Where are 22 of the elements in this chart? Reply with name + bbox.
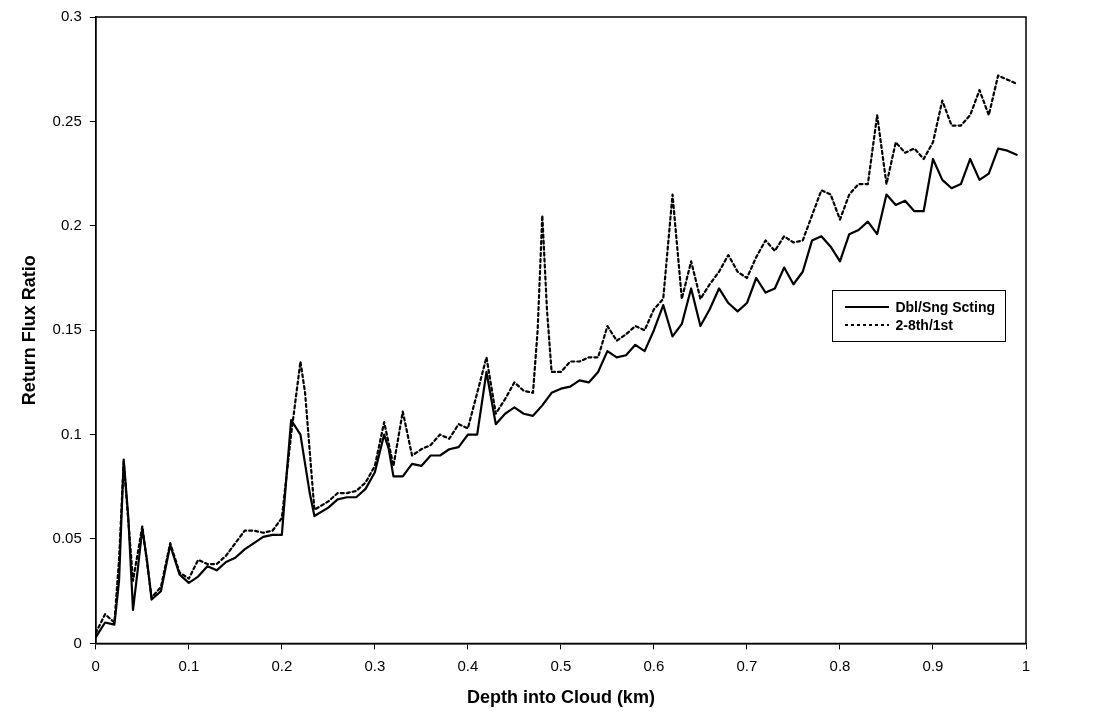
- y-tick-label: 0.2: [60, 215, 82, 233]
- y-tick-label: 0.1: [60, 424, 82, 442]
- x-tick-label: 0.2: [271, 656, 293, 674]
- y-tick-label: 0.05: [52, 529, 82, 547]
- y-tick-label: 0.3: [60, 7, 82, 25]
- y-tick-label: 0: [73, 633, 82, 651]
- legend-label: 2-8th/1st: [895, 317, 954, 333]
- x-tick-label: 0.4: [457, 656, 479, 674]
- y-tick-label: 0.15: [52, 320, 82, 338]
- y-axis-title: Return Flux Ratio: [18, 255, 39, 406]
- x-tick-label: 0: [91, 656, 100, 674]
- legend-label: Dbl/Sng Scting: [895, 299, 995, 315]
- y-tick-label: 0.25: [52, 111, 82, 129]
- x-tick-label: 0.9: [922, 656, 944, 674]
- x-tick-label: 0.7: [736, 656, 758, 674]
- x-tick-label: 0.1: [178, 656, 200, 674]
- x-tick-label: 0.8: [829, 656, 851, 674]
- x-tick-label: 0.3: [364, 656, 386, 674]
- x-axis-title: Depth into Cloud (km): [466, 687, 655, 708]
- x-tick-label: 0.5: [550, 656, 572, 674]
- x-tick-label: 0.6: [643, 656, 665, 674]
- x-tick-label: 1: [1021, 656, 1031, 674]
